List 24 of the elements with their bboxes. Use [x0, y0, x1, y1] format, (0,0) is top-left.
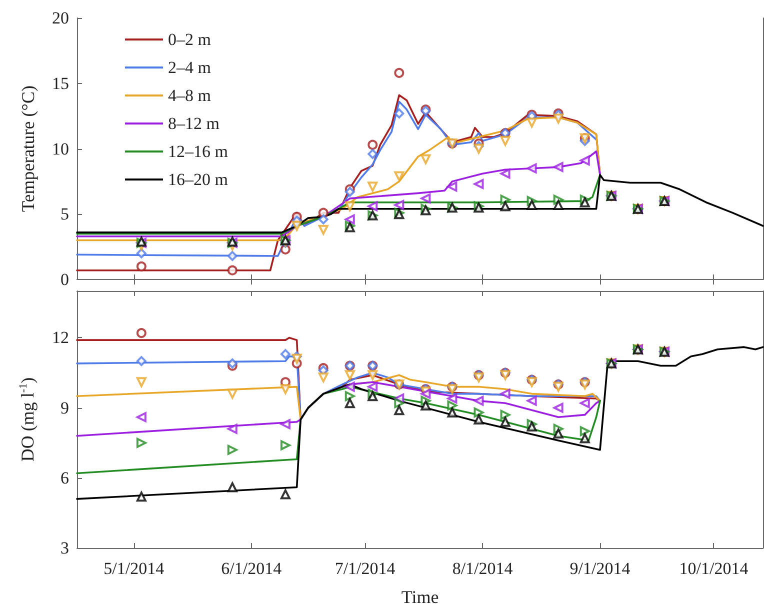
y-axis-title: Temperature (°C) [18, 86, 38, 212]
legend-label: 16–20 m [168, 170, 228, 189]
x-tick-label: 5/1/2014 [104, 559, 165, 578]
y-tick-label: 10 [52, 139, 69, 158]
y-tick-label: 3 [60, 538, 69, 558]
x-tick-label: 8/1/2014 [452, 559, 514, 578]
y-tick-label: 5 [60, 204, 69, 224]
y-tick-label: 0 [60, 270, 69, 289]
x-tick-label: 9/1/2014 [570, 559, 631, 578]
y-axis-title: DO (mg l-1) [18, 377, 38, 462]
legend-label: 8–12 m [168, 114, 220, 133]
y-tick-label: 20 [52, 8, 69, 28]
x-tick-label: 6/1/2014 [221, 559, 282, 578]
x-tick-label: 7/1/2014 [334, 559, 396, 578]
legend-label: 0–2 m [168, 30, 211, 49]
y-tick-label: 9 [60, 398, 69, 418]
x-tick-label: 10/1/2014 [679, 559, 749, 578]
x-axis-title: Time [401, 587, 439, 607]
legend-label: 12–16 m [168, 142, 228, 161]
legend-label: 2–4 m [168, 58, 211, 77]
y-tick-label: 15 [52, 74, 69, 93]
y-tick-label: 6 [60, 468, 69, 488]
y-tick-label: 12 [52, 328, 69, 348]
legend-label: 4–8 m [168, 86, 211, 105]
